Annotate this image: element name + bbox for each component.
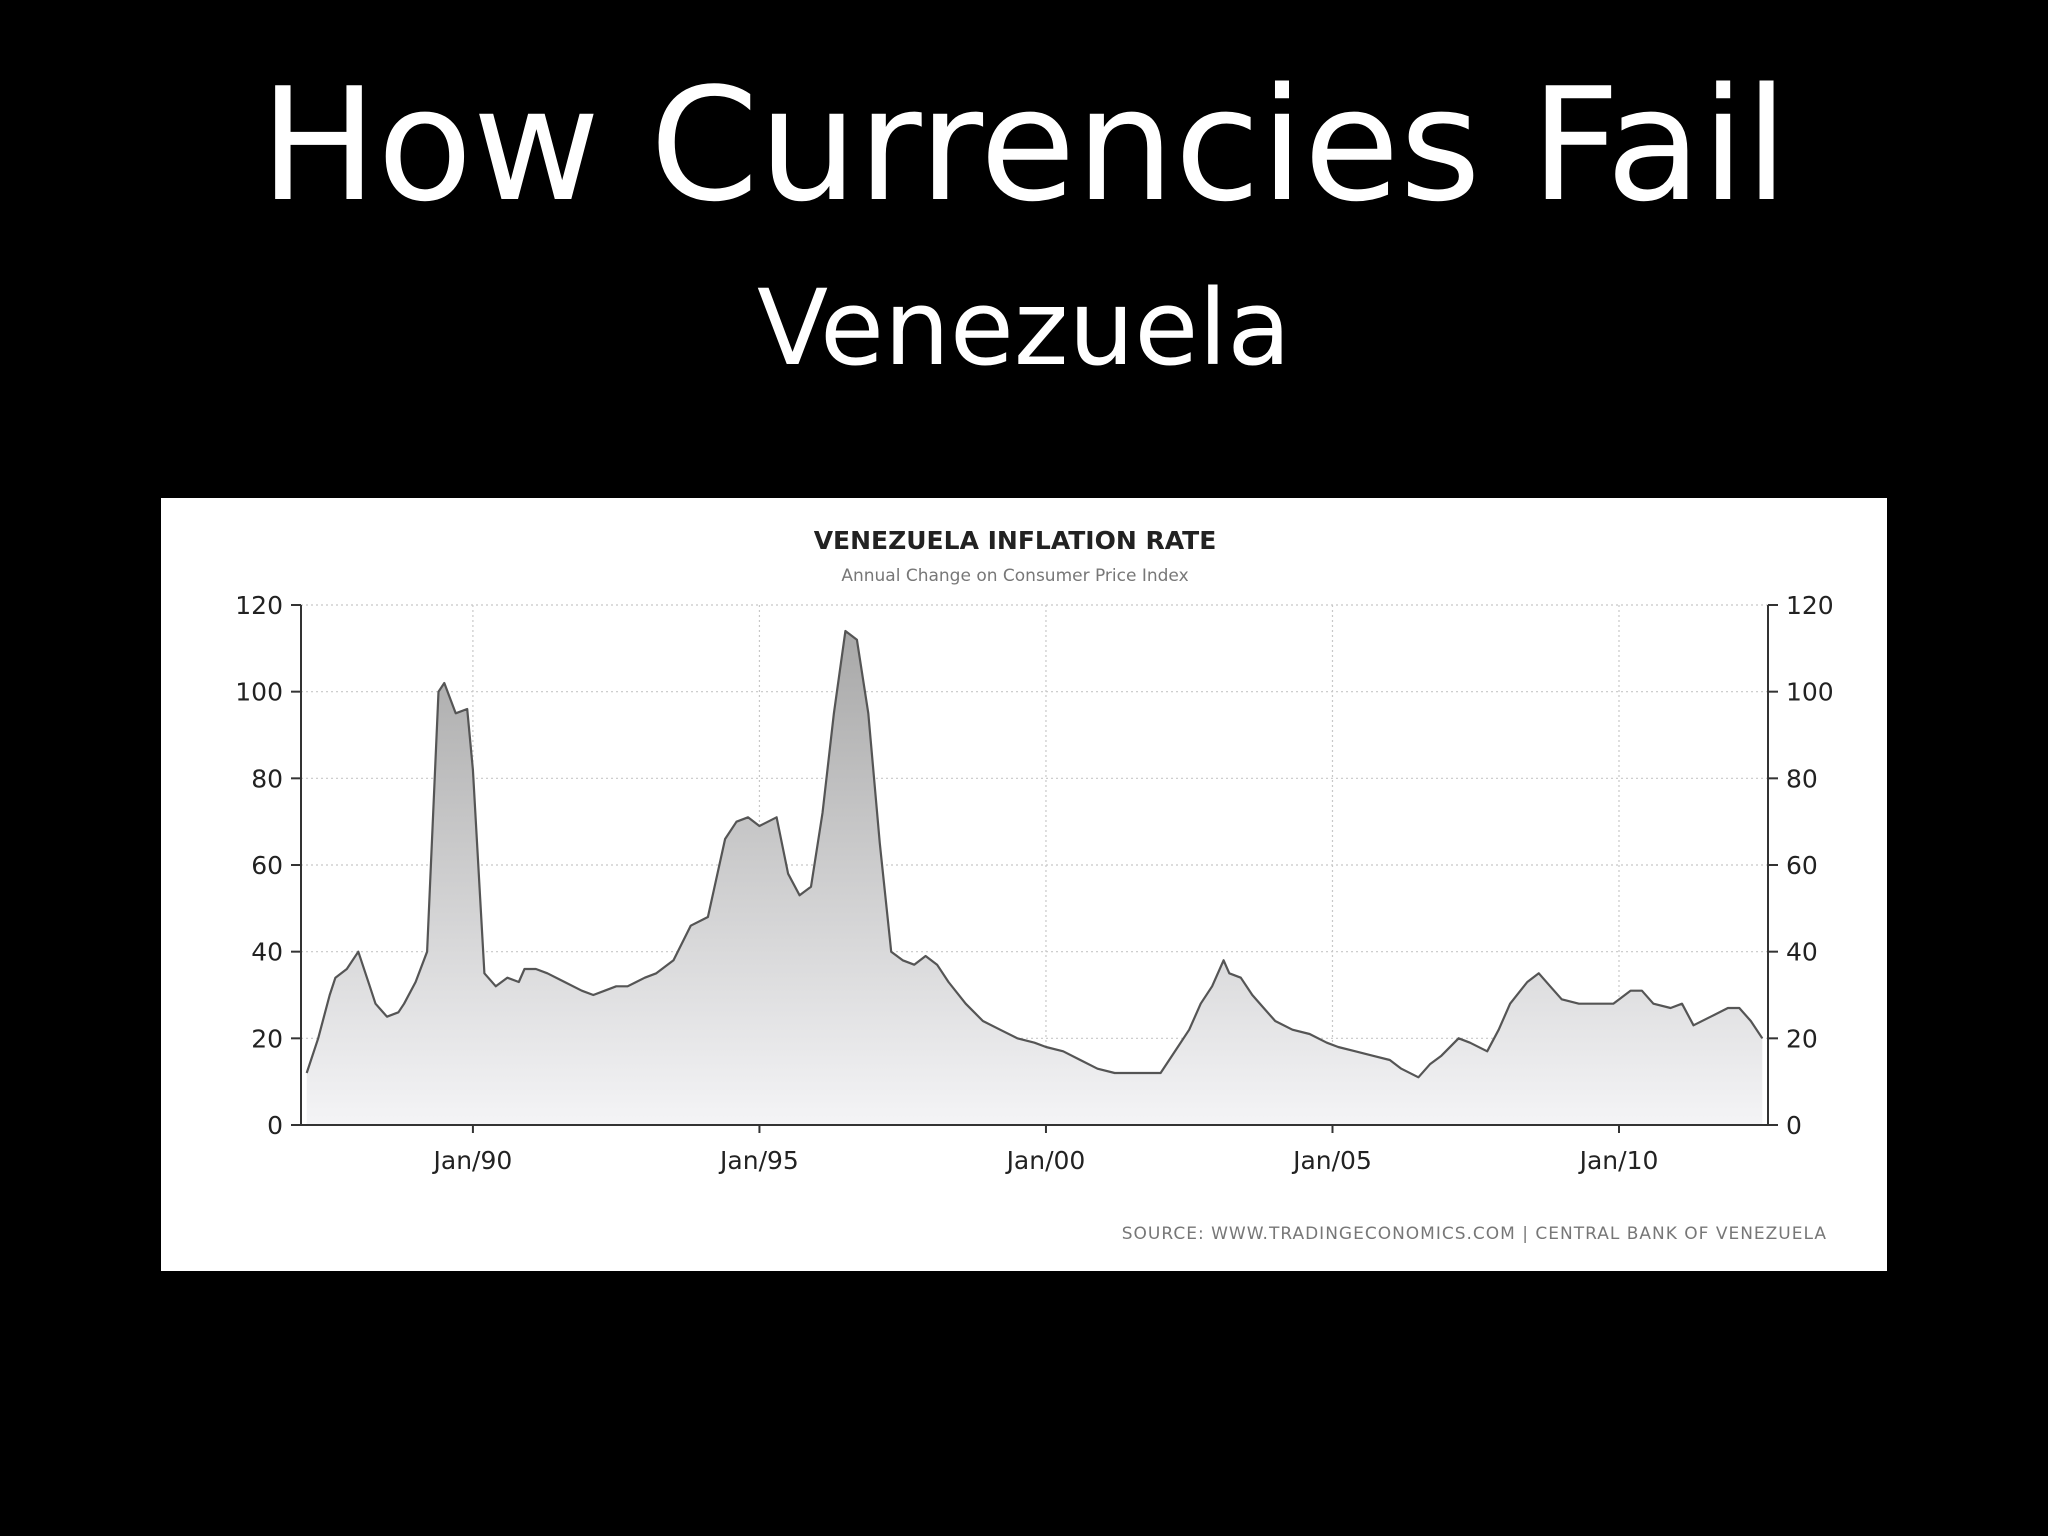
x-tick-label: Jan/00 <box>1005 1146 1086 1175</box>
x-tick-label: Jan/95 <box>718 1146 799 1175</box>
y-tick-label-right: 20 <box>1786 1024 1818 1053</box>
x-tick-label: Jan/10 <box>1578 1146 1659 1175</box>
inflation-chart: VENEZUELA INFLATION RATE Annual Change o… <box>235 526 1833 1244</box>
x-tick-label: Jan/90 <box>432 1146 513 1175</box>
x-tick-label: Jan/05 <box>1291 1146 1372 1175</box>
y-tick-label-right: 80 <box>1786 764 1818 793</box>
slide-subtitle: Venezuela <box>756 267 1292 389</box>
y-tick-label-right: 100 <box>1786 678 1834 707</box>
y-tick-label-right: 40 <box>1786 938 1818 967</box>
y-tick-label-left: 100 <box>235 678 283 707</box>
inflation-line <box>305 629 1764 1079</box>
inflation-area <box>306 631 1763 1125</box>
chart-subtitle: Annual Change on Consumer Price Index <box>841 566 1188 586</box>
y-tick-label-left: 40 <box>251 938 283 967</box>
chart-panel: VENEZUELA INFLATION RATE Annual Change o… <box>161 498 1887 1271</box>
y-tick-label-left: 0 <box>267 1111 283 1140</box>
y-tick-label-right: 0 <box>1786 1111 1802 1140</box>
chart-title: VENEZUELA INFLATION RATE <box>814 526 1217 555</box>
chart-source: SOURCE: WWW.TRADINGECONOMICS.COM | CENTR… <box>1122 1224 1827 1244</box>
y-tick-label-left: 20 <box>251 1024 283 1053</box>
axes: 0 0 20 20 40 40 60 60 80 80 100 100 120 120 Jan/90 Jan/… <box>235 591 1833 1175</box>
y-tick-label-right: 120 <box>1786 591 1834 620</box>
y-tick-label-left: 60 <box>251 851 283 880</box>
y-tick-label-right: 60 <box>1786 851 1818 880</box>
slide-title: How Currencies Fail <box>259 54 1789 236</box>
y-tick-label-left: 80 <box>251 764 283 793</box>
y-tick-label-left: 120 <box>235 591 283 620</box>
